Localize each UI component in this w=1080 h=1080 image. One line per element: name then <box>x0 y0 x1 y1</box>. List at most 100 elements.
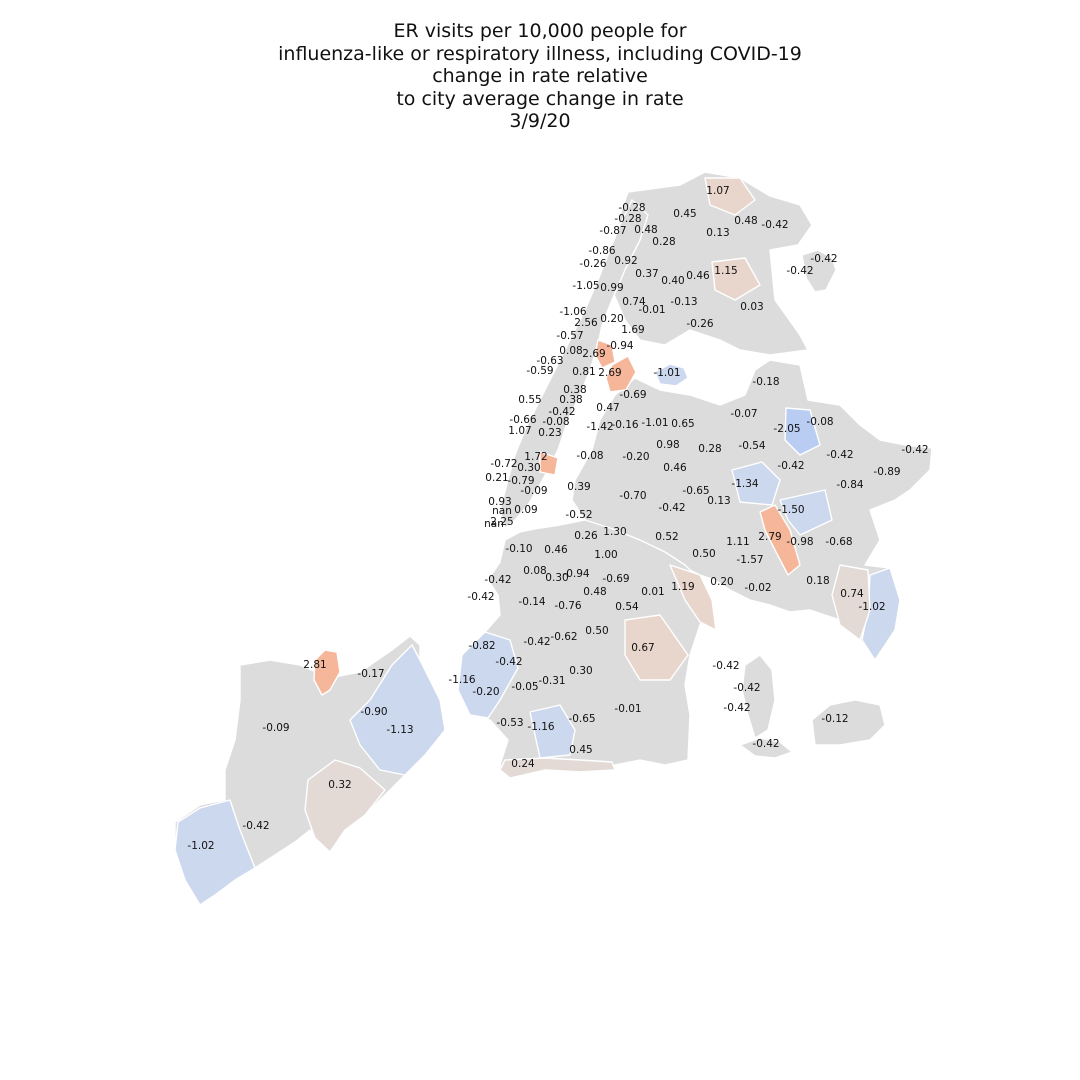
zone-label: 0.46 <box>663 462 687 474</box>
zone-label: -0.42 <box>761 219 788 231</box>
zone-label: -1.02 <box>187 840 214 852</box>
zone-low-brooklyn-west <box>457 631 519 719</box>
zone-label: 0.40 <box>661 275 684 287</box>
zone-tan-staten <box>304 759 386 853</box>
zone-label: -0.08 <box>576 450 603 462</box>
zone-label: -0.42 <box>826 449 853 461</box>
title-line: change in rate relative <box>432 65 648 87</box>
zone-label: 0.09 <box>514 504 537 516</box>
zone-label: -1.16 <box>448 674 475 686</box>
zone-label: -0.08 <box>542 416 569 428</box>
zone-label: -1.02 <box>858 601 885 613</box>
title-line: influenza-like or respiratory illness, i… <box>278 42 802 65</box>
zone-label: 0.32 <box>328 779 351 791</box>
zone-label: -0.89 <box>873 466 900 478</box>
zone-label: -0.16 <box>611 419 638 431</box>
zone-label: 2.69 <box>582 348 605 360</box>
zone-label: 0.20 <box>710 576 733 588</box>
zone-label: 0.50 <box>692 548 715 560</box>
zone-label: -0.69 <box>619 389 646 401</box>
zone-label: 0.67 <box>631 642 654 654</box>
zone-label: -0.42 <box>242 820 269 832</box>
zone-label: 0.23 <box>538 427 561 439</box>
zone-label: -0.09 <box>520 485 547 497</box>
zone-label: 0.46 <box>686 270 710 282</box>
zone-label: -0.79 <box>507 475 534 487</box>
zone-label: 0.30 <box>517 462 540 474</box>
zone-label: 0.48 <box>634 224 657 236</box>
zone-label: 0.08 <box>559 345 582 357</box>
zone-label: -0.66 <box>509 414 536 426</box>
zone-label: -1.42 <box>586 421 613 433</box>
zone-high-staten <box>313 649 341 696</box>
zone-label: 0.93 <box>488 496 511 508</box>
zone-label: -0.94 <box>606 340 633 352</box>
bronx-island <box>801 249 837 293</box>
zone-low-queens-east <box>779 489 833 536</box>
zone-label: 1.69 <box>621 324 644 336</box>
zone-label: -0.63 <box>536 355 563 367</box>
zone-label: -0.20 <box>472 686 499 698</box>
zone-label: 0.28 <box>698 443 721 455</box>
zone-label: 0.65 <box>671 418 694 430</box>
zone-label: 1.30 <box>603 526 626 538</box>
zone-high-queens-strip <box>759 504 801 576</box>
zone-label: -0.69 <box>602 573 629 585</box>
zone-label: -0.84 <box>836 479 863 491</box>
zone-label: 0.99 <box>600 282 623 294</box>
rockaway-east <box>811 699 886 746</box>
landmass <box>174 171 933 906</box>
zone-label: -0.59 <box>526 365 553 377</box>
zone-label: -0.31 <box>538 675 565 687</box>
zone-label: 0.13 <box>707 495 730 507</box>
zone-label: -1.05 <box>572 280 599 292</box>
zone-label: 0.54 <box>615 601 639 613</box>
zone-low-queens-center <box>784 407 821 456</box>
zone-tan-queens-east <box>831 564 871 641</box>
zone-label: 1.07 <box>706 185 729 197</box>
zone-label: -0.76 <box>554 600 581 612</box>
zone-low-queens-mid <box>731 461 781 506</box>
zone-label: -2.05 <box>773 423 800 435</box>
zone-label: 2.81 <box>303 659 326 671</box>
zone-label: -0.42 <box>733 682 760 694</box>
zone-label: -1.57 <box>736 554 763 566</box>
zone-tan-coney <box>499 757 616 779</box>
map-title: ER visits per 10,000 people for influenz… <box>0 20 1080 133</box>
zone-label: -0.42 <box>810 253 837 265</box>
zone-label: -1.50 <box>777 504 804 516</box>
zone-label: -0.52 <box>565 509 592 521</box>
zone-label: 0.37 <box>635 268 658 280</box>
zone-label: 0.20 <box>600 313 623 325</box>
zone-label: -0.53 <box>496 717 523 729</box>
zone-label: -0.14 <box>518 596 545 608</box>
zone-label: -0.62 <box>550 631 577 643</box>
zone-label: 0.46 <box>544 544 568 556</box>
zone-label: 0.24 <box>511 758 535 770</box>
zone-label: -0.28 <box>618 202 645 214</box>
zone-label: 0.48 <box>583 586 606 598</box>
zone-label: -0.42 <box>712 660 739 672</box>
zone-label: -0.70 <box>619 490 646 502</box>
zone-label: 0.74 <box>622 296 646 308</box>
zone-label: -0.82 <box>468 640 495 652</box>
zone-label: 1.11 <box>726 536 749 548</box>
zone-label: 0.38 <box>559 394 582 406</box>
zone-label: 1.72 <box>524 451 547 463</box>
zone-label: -0.26 <box>579 258 606 270</box>
zone-label: -0.57 <box>556 330 583 342</box>
zone-label: 2.79 <box>758 531 781 543</box>
zone-label: -0.42 <box>548 406 575 418</box>
zone-label: 0.98 <box>656 439 679 451</box>
zone-label: -0.42 <box>752 738 779 750</box>
zone-label: -0.42 <box>901 444 928 456</box>
zone-label: -0.01 <box>638 304 665 316</box>
zone-label: -0.07 <box>730 408 757 420</box>
zone-tan-bronx-mid <box>711 257 761 301</box>
zone-label: -1.01 <box>653 367 680 379</box>
zone-label: -0.42 <box>786 265 813 277</box>
zone-label: -0.54 <box>738 440 765 452</box>
zone-label: 0.26 <box>574 530 598 542</box>
zone-label: 0.28 <box>652 236 675 248</box>
